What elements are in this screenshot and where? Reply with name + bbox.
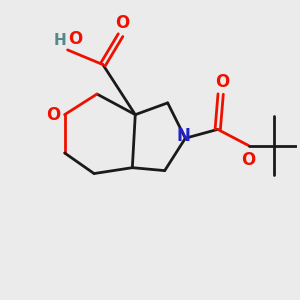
- Text: O: O: [46, 106, 60, 124]
- Text: H: H: [53, 32, 66, 47]
- Text: O: O: [215, 73, 229, 91]
- Text: O: O: [242, 151, 256, 169]
- Text: O: O: [68, 29, 83, 47]
- Text: N: N: [177, 127, 191, 145]
- Text: O: O: [115, 14, 129, 32]
